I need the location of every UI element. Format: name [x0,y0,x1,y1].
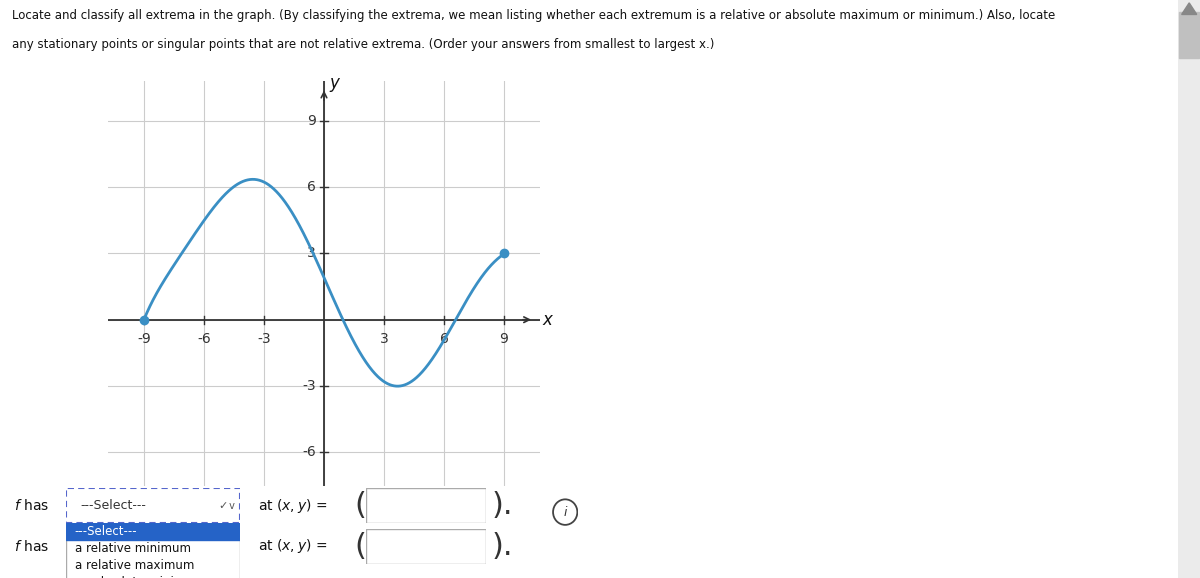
Text: x: x [542,311,552,329]
Text: a relative maximum: a relative maximum [74,559,194,572]
Bar [1180,12,1199,58]
Text: at $(x, y)$ =: at $(x, y)$ = [258,537,328,555]
Text: -3: -3 [302,379,316,393]
Text: y: y [329,74,338,92]
Text: 6: 6 [439,332,449,346]
Text: -9: -9 [137,332,151,346]
Text: an absolute minimum: an absolute minimum [74,576,204,578]
Polygon shape [1182,3,1196,14]
Text: 3: 3 [307,246,316,260]
Text: 3: 3 [379,332,389,346]
Text: ✓: ✓ [218,501,227,511]
Text: 9: 9 [307,114,316,128]
Text: -6: -6 [302,446,316,460]
Text: -6: -6 [197,332,211,346]
Text: a relative minimum: a relative minimum [74,542,191,555]
Text: -3: -3 [257,332,271,346]
Text: ---Select---: ---Select--- [74,525,137,538]
Text: ).: ). [492,532,514,561]
Text: 6: 6 [307,180,316,194]
Text: $f$ has: $f$ has [14,498,49,513]
Text: any stationary points or singular points that are not relative extrema. (Order y: any stationary points or singular points… [12,38,714,50]
Text: (: ( [354,491,366,520]
Text: ).: ). [492,491,514,520]
Text: Locate and classify all extrema in the graph. (By classifying the extrema, we me: Locate and classify all extrema in the g… [12,9,1055,21]
Text: 9: 9 [499,332,509,346]
Text: ---Select---: ---Select--- [80,499,145,512]
Text: v: v [226,501,235,511]
Text: $f$ has: $f$ has [14,539,49,554]
Text: (: ( [354,532,366,561]
Text: at $(x, y)$ =: at $(x, y)$ = [258,497,328,515]
Bar [66,523,240,540]
Text: i: i [564,506,566,518]
